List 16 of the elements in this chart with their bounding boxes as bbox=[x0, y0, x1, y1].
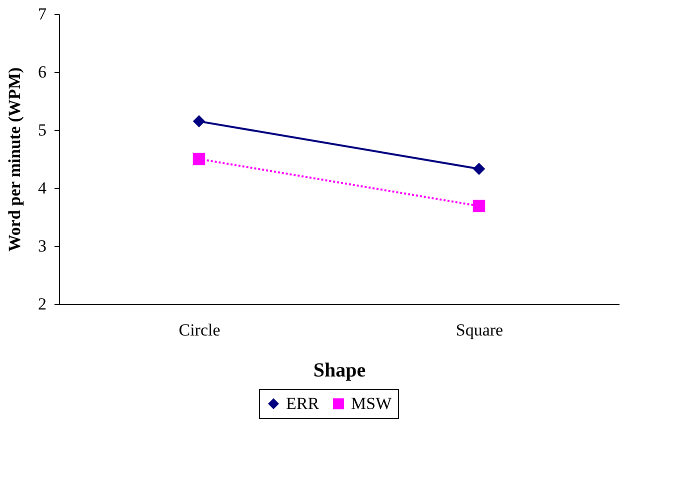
point bbox=[192, 152, 206, 166]
point bbox=[192, 115, 206, 128]
x-tick-label: Square bbox=[456, 320, 504, 340]
y-tick-label: 5 bbox=[38, 120, 46, 140]
point bbox=[472, 162, 486, 175]
y-tick-label: 2 bbox=[38, 294, 46, 314]
y-tick-label: 7 bbox=[38, 4, 47, 24]
y-axis-title: Word per minute (WPM) bbox=[5, 67, 24, 252]
legend-label: MSW bbox=[351, 394, 393, 413]
point bbox=[472, 200, 486, 212]
legend-label: ERR bbox=[286, 394, 320, 413]
x-axis-title: Shape bbox=[313, 360, 366, 382]
y-tick-label: 3 bbox=[38, 236, 46, 256]
y-tick-label: 6 bbox=[38, 62, 46, 82]
y-tick-label: 4 bbox=[38, 178, 47, 198]
x-tick-label: Circle bbox=[178, 320, 220, 340]
